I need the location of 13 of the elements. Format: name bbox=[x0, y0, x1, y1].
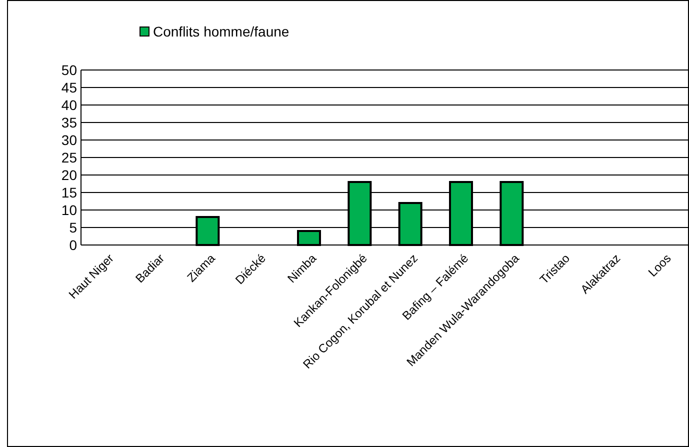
legend-label: Conflits homme/faune bbox=[153, 23, 290, 40]
y-tick-label: 20 bbox=[61, 166, 78, 183]
bar bbox=[297, 230, 321, 246]
y-tick-label: 50 bbox=[61, 62, 78, 78]
y-tick-label: 30 bbox=[61, 132, 78, 148]
y-tick-label: 5 bbox=[69, 219, 78, 236]
y-tick-label: 40 bbox=[61, 96, 78, 113]
y-tick-label: 0 bbox=[69, 236, 78, 253]
y-tick-label: 10 bbox=[61, 202, 78, 218]
y-tick-label: 45 bbox=[61, 79, 78, 96]
y-tick-label: 15 bbox=[61, 184, 78, 200]
y-tick-label: 35 bbox=[61, 114, 78, 130]
y-tick-label: 25 bbox=[61, 149, 78, 166]
